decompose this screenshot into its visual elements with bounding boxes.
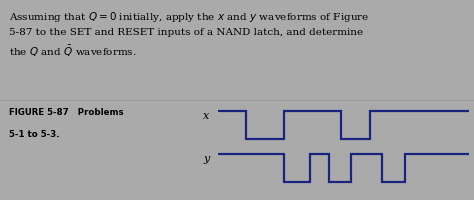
Text: x: x: [203, 111, 210, 121]
Text: FIGURE 5-87   Problems: FIGURE 5-87 Problems: [9, 108, 123, 117]
Text: Assuming that $Q = 0$ initially, apply the $x$ and $y$ waveforms of Figure
5-87 : Assuming that $Q = 0$ initially, apply t…: [9, 10, 369, 59]
Text: 5-1 to 5-3.: 5-1 to 5-3.: [9, 130, 59, 139]
Text: y: y: [203, 154, 210, 164]
